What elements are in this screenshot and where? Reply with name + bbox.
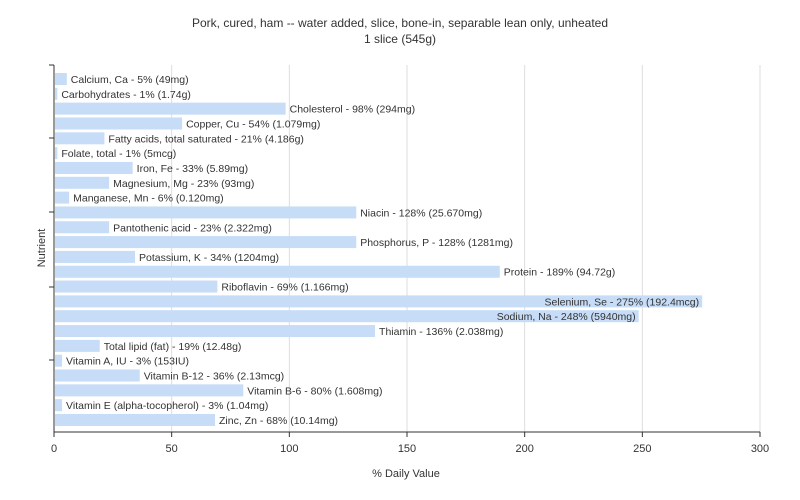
x-tick-label: 300 (751, 443, 769, 455)
chart-subtitle: 1 slice (545g) (363, 32, 437, 46)
x-tick-label: 200 (515, 443, 533, 455)
bar-label-22: Vitamin B-6 - 80% (1.608mg) (247, 385, 382, 397)
bar-label-23: Vitamin E (alpha-tocopherol) - 3% (1.04m… (66, 400, 268, 412)
bar-1 (55, 73, 67, 85)
bar-label-21: Vitamin B-12 - 36% (2.13mcg) (144, 371, 284, 383)
bar-20 (55, 354, 63, 367)
bar-6 (55, 147, 58, 160)
bar-7 (55, 161, 133, 174)
bar-label-8: Magnesium, Mg - 23% (93mg) (113, 178, 254, 190)
bar-8 (55, 176, 110, 189)
x-tick-label: 50 (166, 443, 178, 455)
bar-5 (55, 132, 105, 145)
bar-label-5: Fatty acids, total saturated - 21% (4.18… (108, 133, 304, 145)
bar-19 (55, 339, 100, 352)
bar-22 (55, 384, 244, 397)
bar-18 (55, 325, 376, 338)
bar-label-14: Protein - 189% (94.72g) (504, 267, 615, 279)
bar-15 (55, 280, 218, 293)
y-axis-label: Nutrient (36, 229, 48, 268)
bar-13 (55, 250, 136, 263)
bar-label-9: Manganese, Mn - 6% (0.120mg) (73, 193, 224, 205)
chart-title: Pork, cured, ham -- water added, slice, … (191, 16, 609, 30)
bar-2 (55, 87, 58, 100)
bar-16 (55, 295, 703, 308)
bar-9 (55, 191, 70, 204)
bar-label-16: Selenium, Se - 275% (192.4mcg) (544, 296, 699, 308)
bar-label-7: Iron, Fe - 33% (5.89mg) (137, 163, 248, 175)
bar-24 (55, 414, 216, 426)
bar-label-17: Sodium, Na - 248% (5940mg) (497, 311, 636, 323)
x-tick-label: 250 (633, 443, 651, 455)
bar-label-18: Thiamin - 136% (2.038mg) (379, 326, 503, 338)
x-tick-label: 0 (51, 443, 57, 455)
bar-label-3: Cholesterol - 98% (294mg) (290, 104, 415, 116)
bar-4 (55, 117, 183, 130)
bar-3 (55, 102, 286, 115)
x-axis-label: % Daily Value (372, 468, 440, 480)
x-tick-label: 100 (280, 443, 298, 455)
bars: Calcium, Ca - 5% (49mg) Carbohydrates - 1… (55, 73, 703, 427)
bar-label-24: Zinc, Zn - 68% (10.14mg) (219, 415, 338, 427)
bar-label-10: Niacin - 128% (25.670mg) (360, 207, 482, 219)
bar-11 (55, 221, 110, 234)
bar-12 (55, 236, 357, 249)
bar-label-19: Total lipid (fat) - 19% (12.48g) (104, 341, 242, 353)
bar-label-15: Riboflavin - 69% (1.166mg) (221, 282, 348, 294)
bar-label-13: Potassium, K - 34% (1204mg) (139, 252, 279, 264)
bar-23 (55, 399, 63, 412)
bar-label-4: Copper, Cu - 54% (1.079mg) (186, 118, 320, 130)
bar-label-20: Vitamin A, IU - 3% (153IU) (66, 356, 189, 368)
bar-17 (55, 310, 639, 323)
x-tick-label: 150 (398, 443, 416, 455)
bar-label-6: Folate, total - 1% (5mcg) (61, 148, 176, 160)
bar-label-12: Phosphorus, P - 128% (1281mg) (360, 237, 513, 249)
bar-21 (55, 369, 140, 382)
bar-14 (55, 265, 500, 278)
bar-10 (55, 206, 357, 219)
bar-label-11: Pantothenic acid - 23% (2.322mg) (113, 222, 272, 234)
bar-label-2: Carbohydrates - 1% (1.74g) (61, 89, 191, 101)
ticks: 0 50 100 150 200 250 300 (51, 432, 769, 455)
bar-label-1: Calcium, Ca - 5% (49mg) (71, 74, 189, 86)
